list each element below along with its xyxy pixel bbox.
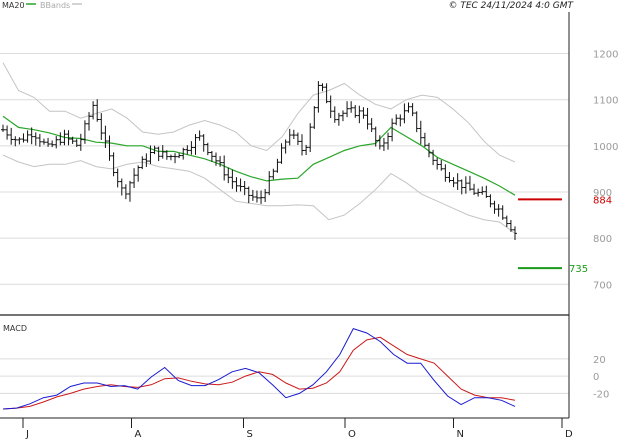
price-y-tick-labels: 700 800 900 1000 1100 1200 xyxy=(593,50,618,292)
macd-y-tick-label: 0 xyxy=(593,372,599,383)
ma20-line xyxy=(2,115,516,196)
price-y-tick-label: 800 xyxy=(593,234,612,245)
macd-panel-title: MACD xyxy=(3,324,27,333)
price-y-tick-label: 900 xyxy=(593,188,612,199)
level-884: 884 xyxy=(518,195,612,206)
x-tick-label: O xyxy=(348,429,356,440)
x-tick-label: J xyxy=(25,429,29,440)
copyright-label: © TEC 24/11/2024 4:0 GMT xyxy=(448,1,574,11)
price-y-tick-label: 1200 xyxy=(593,50,618,61)
macd-y-tick-label: -20 xyxy=(593,389,609,400)
price-bars xyxy=(1,81,517,241)
bband-upper-line xyxy=(2,62,516,163)
legend-ma20-label: MA20 xyxy=(2,1,25,10)
level-735-label: 735 xyxy=(569,264,588,275)
legend-bbands-label: BBands xyxy=(40,1,70,10)
macd-y-tick-labels: -20 0 20 xyxy=(593,355,609,401)
x-tick-label: A xyxy=(135,429,142,440)
price-y-tick-label: 1100 xyxy=(593,96,618,107)
level-884-label: 884 xyxy=(593,195,612,206)
price-y-tick-label: 1000 xyxy=(593,142,618,153)
macd-grid xyxy=(0,358,569,394)
price-grid xyxy=(0,53,569,285)
macd-line xyxy=(2,327,516,410)
x-tick-label: N xyxy=(457,429,464,440)
legend: MA20 BBands xyxy=(2,1,82,10)
level-735: 735 xyxy=(518,264,588,275)
price-y-tick-label: 700 xyxy=(593,280,612,291)
macd-y-tick-label: 20 xyxy=(593,355,606,366)
x-tick-label: D xyxy=(565,429,573,440)
x-tick-label: S xyxy=(247,429,253,440)
macd-signal-line xyxy=(2,336,516,410)
bband-lower-line xyxy=(2,154,516,234)
